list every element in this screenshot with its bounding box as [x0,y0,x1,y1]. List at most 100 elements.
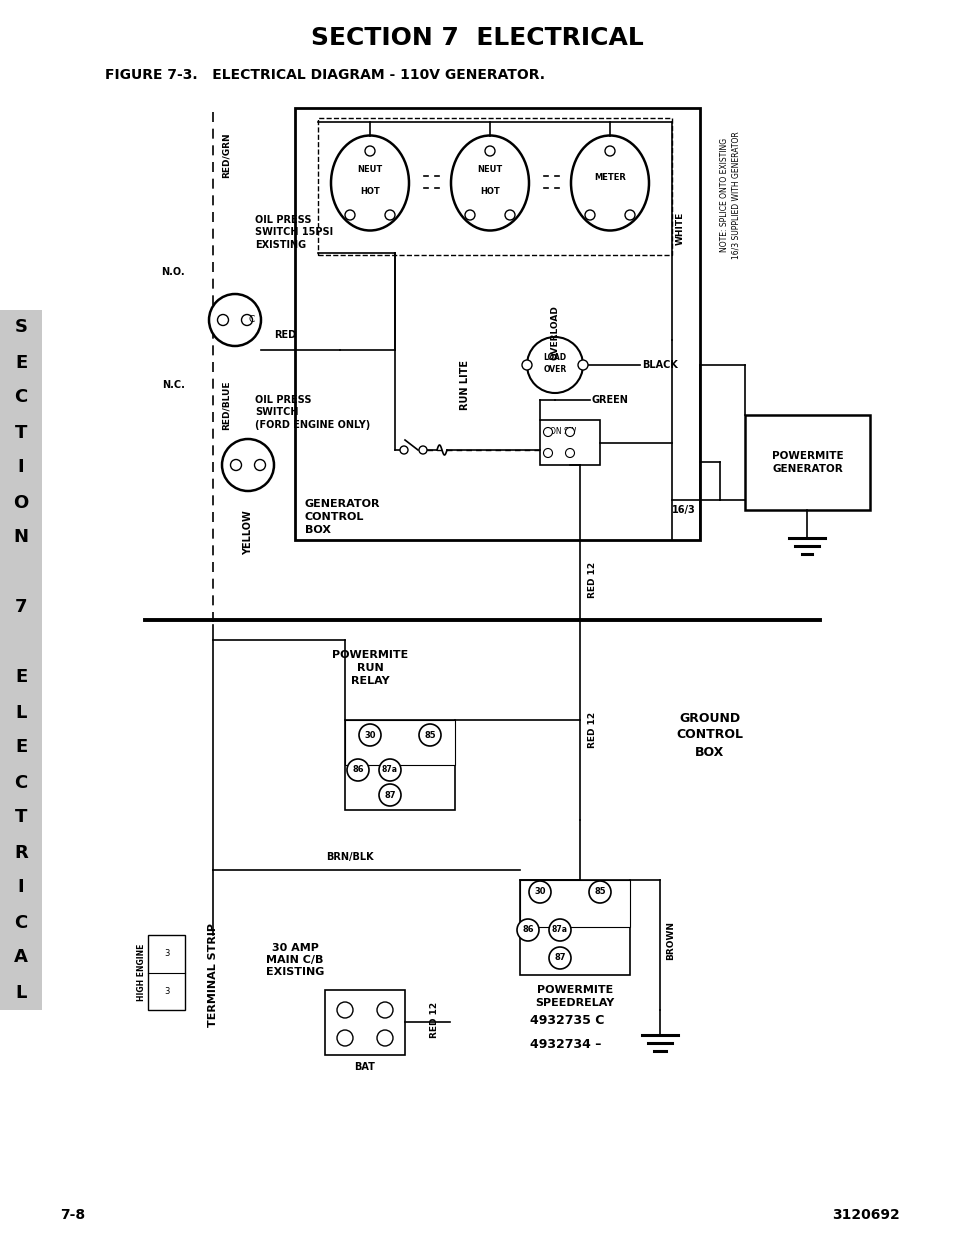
Circle shape [378,760,400,781]
Text: 16/3: 16/3 [671,505,695,515]
Bar [744,415,869,510]
Text: L: L [15,704,27,721]
Circle shape [578,359,587,370]
Text: GROUND
CONTROL
BOX: GROUND CONTROL BOX [676,711,742,758]
Text: T: T [15,809,27,826]
Text: OIL PRESS
SWITCH 15PSI
EXISTING: OIL PRESS SWITCH 15PSI EXISTING [254,215,333,249]
Text: BAT: BAT [355,1062,375,1072]
Circle shape [565,427,574,436]
Text: NEUT: NEUT [476,164,502,173]
Text: A: A [14,948,28,967]
Bar [294,107,700,540]
Text: POWERMITE
SPEEDRELAY: POWERMITE SPEEDRELAY [535,986,614,1008]
Circle shape [336,1002,353,1018]
Circle shape [385,210,395,220]
Circle shape [345,210,355,220]
Circle shape [418,446,427,454]
Text: OVERLOAD: OVERLOAD [550,305,558,361]
Text: BLACK: BLACK [641,359,678,370]
Text: 30: 30 [364,730,375,740]
Text: RED 12: RED 12 [587,562,597,598]
Circle shape [217,315,229,326]
Circle shape [254,459,265,471]
Circle shape [543,427,552,436]
Bar [539,420,599,466]
Text: POWERMITE
RUN
RELAY: POWERMITE RUN RELAY [332,650,408,687]
Text: POWERMITE
GENERATOR: POWERMITE GENERATOR [771,451,842,474]
Circle shape [464,210,475,220]
Circle shape [418,724,440,746]
Text: C: C [14,773,28,792]
Text: 87: 87 [554,953,565,962]
Text: 86: 86 [521,925,534,935]
Text: RED 12: RED 12 [430,1002,438,1039]
Circle shape [336,1030,353,1046]
Text: C: C [14,914,28,931]
Circle shape [517,919,538,941]
Circle shape [399,446,408,454]
Text: RUN LITE: RUN LITE [459,359,470,410]
Circle shape [358,724,380,746]
Text: N: N [13,529,29,547]
Text: WHITE: WHITE [676,211,684,245]
Circle shape [526,337,582,393]
Circle shape [222,438,274,492]
Bar [519,881,629,974]
Circle shape [543,448,552,457]
Circle shape [231,459,241,471]
Text: 3: 3 [164,948,169,957]
Text: 87: 87 [384,790,395,799]
Text: RED/BLUE: RED/BLUE [222,380,231,430]
Text: 4932735 C: 4932735 C [530,1014,604,1026]
Text: I: I [18,878,24,897]
Text: 85: 85 [424,730,436,740]
Bar [148,935,185,1010]
Circle shape [376,1002,393,1018]
Circle shape [484,146,495,156]
Circle shape [604,146,615,156]
Text: E: E [15,353,27,372]
Circle shape [209,294,261,346]
Text: YELLOW: YELLOW [243,510,253,555]
Text: HOT: HOT [359,186,379,195]
Circle shape [376,1030,393,1046]
Text: NOTE: SPLICE ONTO EXISTING
16/3 SUPPLIED WITH GENERATOR: NOTE: SPLICE ONTO EXISTING 16/3 SUPPLIED… [719,131,740,259]
Ellipse shape [331,136,409,231]
Text: E: E [15,668,27,687]
Text: NEUT: NEUT [357,164,382,173]
Circle shape [504,210,515,220]
Text: HIGH ENGINE: HIGH ENGINE [137,944,146,1002]
Text: 3120692: 3120692 [831,1208,899,1221]
Bar [345,720,455,764]
Text: 86: 86 [352,766,363,774]
Circle shape [529,881,551,903]
Text: BROWN: BROWN [665,920,675,960]
Text: C: C [14,389,28,406]
Text: E: E [15,739,27,757]
Text: I: I [18,458,24,477]
Text: 7: 7 [14,599,28,616]
Text: 87a: 87a [552,925,567,935]
Text: 7-8: 7-8 [60,1208,85,1221]
Bar [0,310,42,1010]
Text: C: C [249,315,255,325]
Circle shape [521,359,532,370]
Text: N.O.: N.O. [161,267,185,277]
Bar [345,720,455,810]
Text: RED: RED [274,330,295,340]
Circle shape [584,210,595,220]
Text: O: O [13,494,29,511]
Text: 30 AMP
MAIN C/B
EXISTING: 30 AMP MAIN C/B EXISTING [266,942,324,977]
Text: S: S [14,319,28,336]
Text: N.C.: N.C. [162,380,185,390]
Text: L: L [15,983,27,1002]
Text: ON SW: ON SW [550,427,576,436]
Text: SECTION 7  ELECTRICAL: SECTION 7 ELECTRICAL [311,26,642,49]
Text: 4932734 –: 4932734 – [530,1039,600,1051]
Circle shape [565,448,574,457]
Text: T: T [15,424,27,441]
Text: GENERATOR
CONTROL
BOX: GENERATOR CONTROL BOX [305,499,380,535]
Bar [317,119,671,254]
Text: GREEN: GREEN [592,395,628,405]
Text: RED 12: RED 12 [587,711,597,748]
